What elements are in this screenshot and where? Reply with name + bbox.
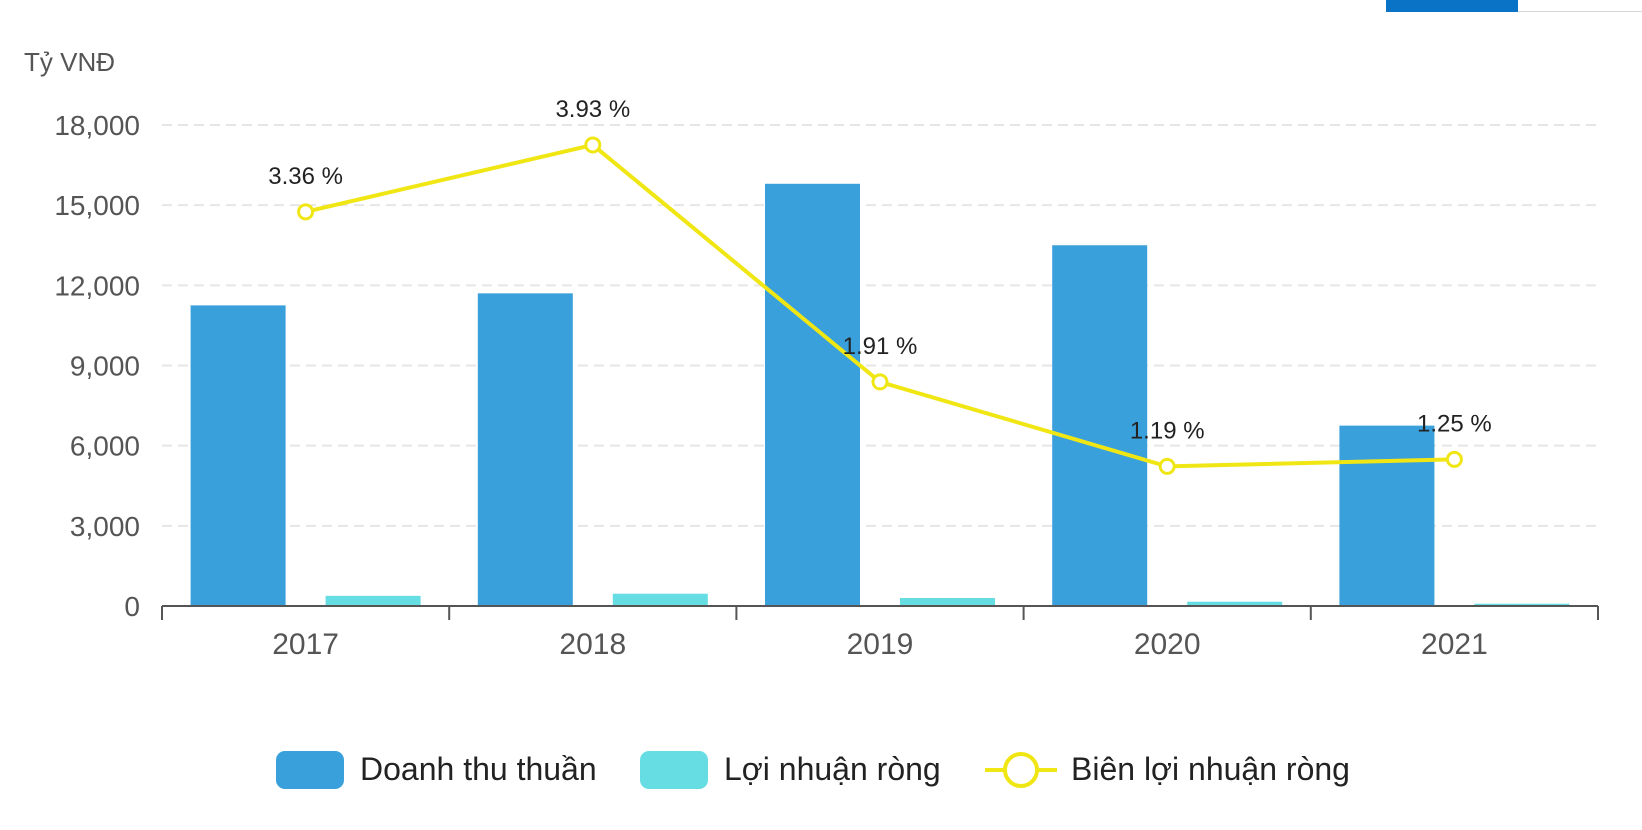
margin-data-label: 1.91 %	[843, 333, 918, 360]
bar-revenue	[190, 305, 286, 606]
bar-net-profit	[900, 597, 995, 606]
legend-swatch-revenue	[276, 751, 344, 789]
y-tick-label: 9,000	[70, 351, 140, 382]
margin-data-label: 1.19 %	[1130, 417, 1205, 444]
y-axis-ticks: 0 3,000 6,000 9,000 12,000 15,000 18,000	[54, 110, 140, 622]
margin-point	[297, 203, 315, 221]
x-axis	[161, 605, 1599, 620]
x-tick-label: 2020	[1134, 628, 1201, 661]
margin-point	[1158, 457, 1176, 475]
legend-label-margin: Biên lợi nhuận ròng	[1071, 751, 1350, 787]
bar-revenue	[1052, 245, 1148, 606]
x-tick-label: 2019	[847, 628, 914, 661]
y-tick-label: 6,000	[70, 431, 140, 462]
bars	[190, 183, 1570, 607]
margin-data-label: 3.93 %	[555, 96, 630, 123]
margin-point	[1445, 450, 1463, 468]
x-tick-label: 2018	[559, 628, 626, 661]
bar-net-profit	[1474, 603, 1570, 606]
x-tick-label: 2021	[1421, 628, 1488, 661]
bar-net-profit	[612, 593, 708, 606]
legend-label-net-profit: Lợi nhuận ròng	[724, 751, 941, 787]
margin-data-label: 1.25 %	[1417, 410, 1492, 437]
data-labels: 3.36 % 3.93 % 1.91 % 1.19 % 1.25 %	[268, 96, 1492, 444]
legend-marker-margin	[1003, 752, 1039, 788]
legend-item-revenue[interactable]: Doanh thu thuần	[276, 751, 597, 789]
x-axis-ticks: 2017 2018 2019 2020 2021	[272, 628, 1488, 661]
x-tick-label: 2017	[272, 628, 339, 661]
tab-active[interactable]	[1386, 0, 1518, 12]
bar-revenue	[1339, 425, 1435, 606]
legend: Doanh thu thuần Lợi nhuận ròng Biên lợi …	[276, 751, 1350, 789]
y-axis-label: Tỷ VNĐ	[24, 47, 115, 77]
legend-item-margin[interactable]: Biên lợi nhuận ròng	[985, 751, 1350, 788]
y-tick-label: 15,000	[54, 190, 140, 221]
bar-revenue	[477, 293, 573, 606]
margin-data-label: 3.36 %	[268, 163, 343, 190]
bar-net-profit	[1187, 601, 1283, 606]
bar-net-profit	[325, 595, 421, 606]
y-tick-label: 12,000	[54, 270, 140, 301]
margin-point	[584, 136, 602, 154]
legend-label-revenue: Doanh thu thuần	[360, 751, 597, 787]
legend-item-net-profit[interactable]: Lợi nhuận ròng	[640, 751, 941, 789]
margin-point	[871, 373, 889, 391]
y-tick-label: 0	[124, 591, 140, 622]
bar-revenue	[765, 183, 860, 607]
margin-line	[297, 136, 1463, 475]
tab-inactive[interactable]	[1518, 0, 1642, 12]
y-tick-label: 18,000	[54, 110, 140, 141]
y-tick-label: 3,000	[70, 511, 140, 542]
legend-swatch-net-profit	[640, 751, 708, 789]
